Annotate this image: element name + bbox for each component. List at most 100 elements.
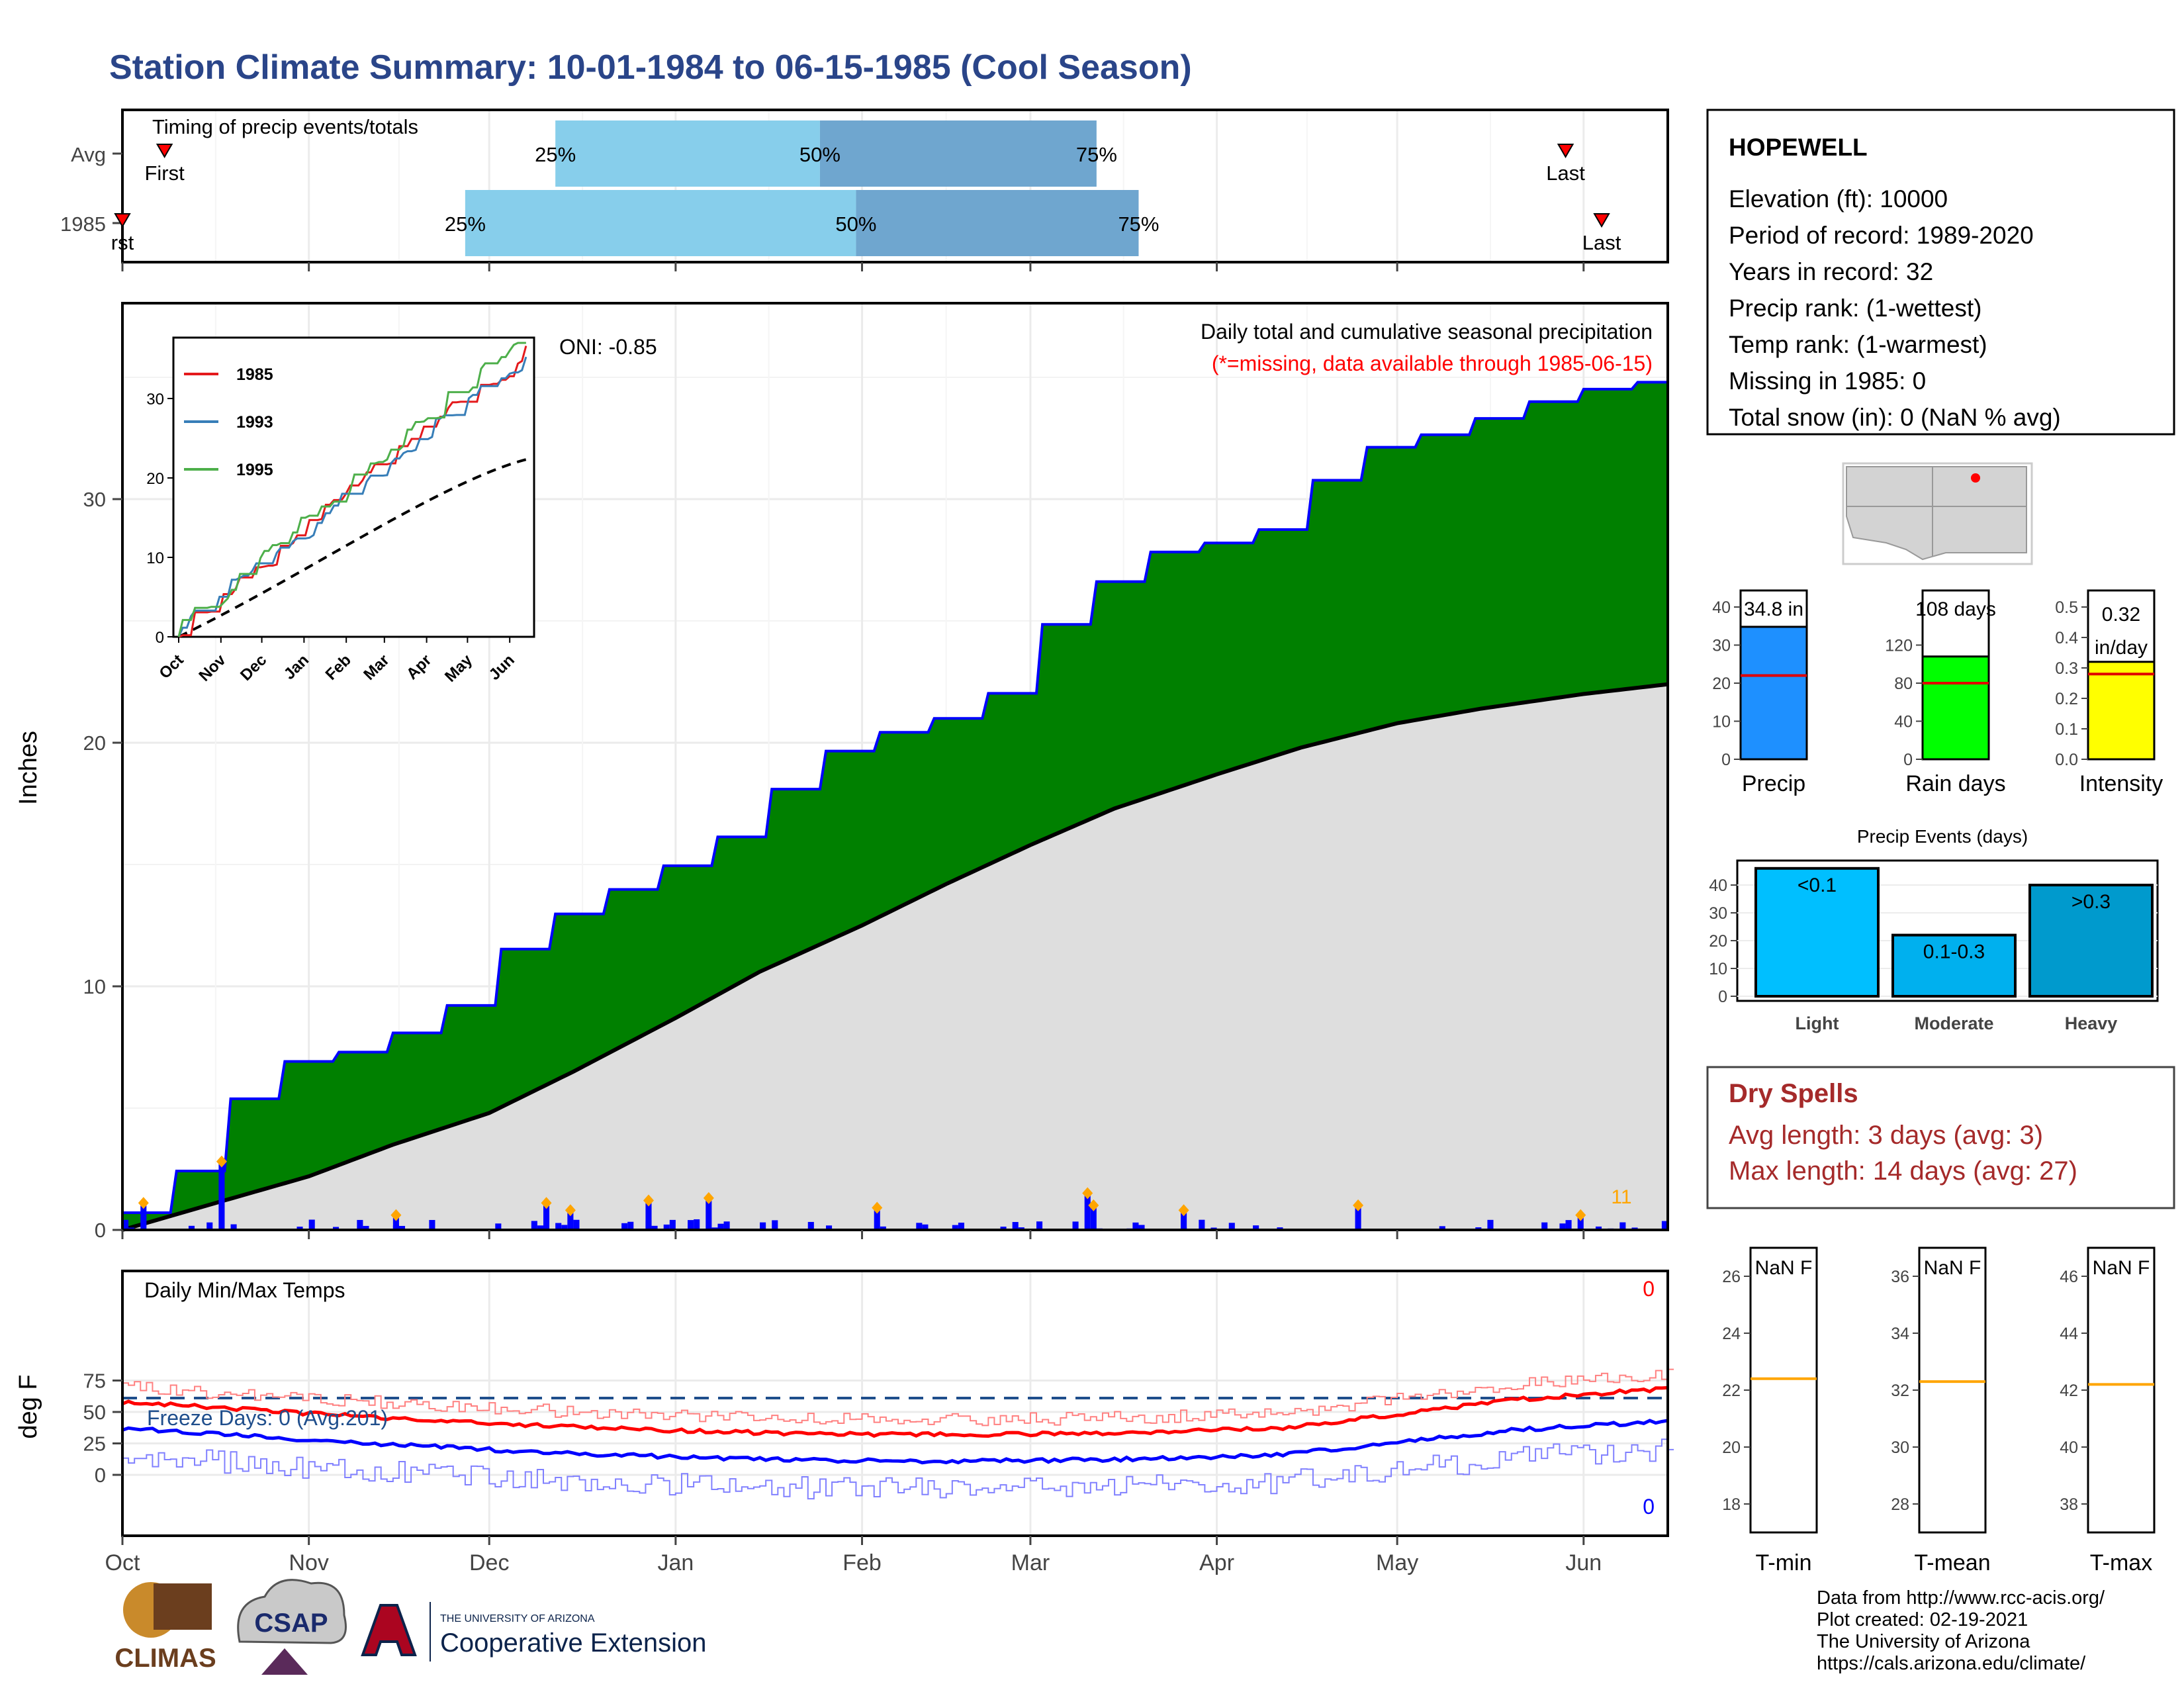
daily-precip-bar <box>1228 1223 1235 1230</box>
inset-ytick-label: 10 <box>146 549 164 567</box>
inset-legend-label: 1993 <box>236 413 273 432</box>
station-info-line: Period of record: 1989-2020 <box>1729 222 2034 249</box>
heavy-event-marker <box>643 1194 654 1207</box>
dry-spells-box: Dry Spells Avg length: 3 days (avg: 3) M… <box>1706 1066 2175 1209</box>
first-event-label: rst <box>111 231 134 254</box>
inset-ytick-label: 30 <box>146 391 164 408</box>
daily-precip-bar <box>1000 1227 1007 1230</box>
quartile-25-50-bar <box>555 120 820 187</box>
stat-ytick-label: 10 <box>1712 713 1731 731</box>
daily-precip-bar <box>688 1220 694 1230</box>
ua-big-text: Cooperative Extension <box>440 1628 706 1658</box>
events-bar <box>1891 933 2017 998</box>
dry-frame <box>1706 1066 2175 1209</box>
quartile-25-50-bar <box>465 190 856 256</box>
stat-ytick-label: 0.0 <box>2055 751 2078 769</box>
month-tick-label: Oct <box>105 1550 140 1575</box>
daily-precip-bar <box>1181 1213 1187 1230</box>
month-tick-label: Nov <box>289 1550 328 1575</box>
temp-frame <box>121 1270 1669 1537</box>
daily-precip-bar <box>308 1219 315 1230</box>
events-category-label: Light <box>1796 1013 1839 1033</box>
temp-box-value: NaN F <box>1755 1257 1813 1279</box>
precip-panel: 0 10 20 30 Daily total and cumulative seaso… <box>15 302 1669 1242</box>
heavy-event-marker <box>872 1201 883 1214</box>
ua-small-text: THE UNIVERSITY OF ARIZONA <box>440 1613 595 1624</box>
map-states <box>1846 466 2027 561</box>
temp-box-ytick-label: 28 <box>1891 1495 1909 1514</box>
daily-precip-bar <box>218 1164 225 1230</box>
daily-precip-bar <box>1355 1207 1361 1230</box>
heavy-event-marker <box>565 1204 576 1217</box>
station-frame <box>1706 109 2175 436</box>
stat-value-label: 34.8 in <box>1744 598 1803 620</box>
heavy-event-marker <box>1178 1204 1189 1217</box>
events-ytick-label: 20 <box>1709 932 1727 951</box>
month-tick-label: Jun <box>1565 1550 1602 1575</box>
heavy-event-marker <box>541 1197 552 1209</box>
month-tick-label: May <box>1376 1550 1418 1575</box>
station-name: HOPEWELL <box>1729 134 1868 161</box>
daily-precip-bar <box>1559 1223 1566 1230</box>
daily-precip-bar <box>188 1225 195 1230</box>
page-title: Station Climate Summary: 10-01-1984 to 0… <box>109 48 1192 87</box>
credit-line: The University of Arizona <box>1817 1631 2030 1652</box>
month-tick-label: Dec <box>469 1550 509 1575</box>
precip-frame <box>121 302 1669 1231</box>
temp-ylabel: deg F <box>15 1374 42 1438</box>
daily-precip-bar <box>398 1225 406 1230</box>
heavy-event-marker <box>390 1209 402 1221</box>
precip-ytick-label: 10 <box>83 975 106 998</box>
tmax-count: 0 <box>1643 1277 1655 1301</box>
events-category-label: Heavy <box>2065 1013 2118 1033</box>
daily-precip-bar <box>723 1221 730 1230</box>
daily-precip-bar <box>669 1219 676 1230</box>
daily-precip-bar <box>1595 1226 1602 1230</box>
daily-precip-bar <box>922 1224 929 1230</box>
heavy-event-marker <box>138 1197 149 1209</box>
inset-ytick-label: 0 <box>156 629 164 647</box>
temp-box-0: NaN F 18 20 22 24 26 T-min <box>1722 1246 1818 1575</box>
stat-ytick-label: 120 <box>1885 637 1913 655</box>
stat-label: Precip <box>1742 771 1805 796</box>
temp-box-ytick-label: 24 <box>1722 1325 1741 1343</box>
daily-precip-bar <box>206 1222 213 1230</box>
timing-panel: Avg 25% 50% 75% First Last 1985 25% 50% 75% rst Las… <box>60 109 1669 271</box>
dry-max-length: Max length: 14 days (avg: 27) <box>1729 1156 2077 1186</box>
heavy-event-marker <box>1082 1187 1093 1199</box>
daily-precip-bar <box>627 1221 634 1230</box>
stat-value-label: 0.32 <box>2102 604 2140 626</box>
tmax-line <box>122 1385 1668 1438</box>
daily-precip-bar <box>663 1224 670 1230</box>
temp-box-frame <box>2087 1246 2156 1534</box>
precip-ylabel: Inches <box>15 731 42 805</box>
precip-header: Daily total and cumulative seasonal prec… <box>1201 320 1653 344</box>
daily-precip-bar <box>1565 1220 1572 1230</box>
last-event-marker <box>1557 144 1574 158</box>
daily-precip-bar <box>1541 1222 1548 1230</box>
station-info-line: Precip rank: (1-wettest) <box>1729 295 1981 322</box>
temp-box-ytick-label: 32 <box>1891 1382 1909 1400</box>
heavy-event-marker <box>1575 1209 1586 1221</box>
tmin-line <box>122 1419 1668 1465</box>
daily-precip-bar <box>122 1219 129 1230</box>
tmax-extreme-line <box>122 1368 1674 1427</box>
csap-logo: CSAP <box>237 1579 347 1675</box>
temp-box-ytick-label: 34 <box>1891 1325 1909 1343</box>
temperature-panel: 0 25 50 75 Oct Nov Dec Jan Feb Mar Apr May Jun Dail… <box>15 1270 1674 1575</box>
first-event-marker <box>114 213 131 228</box>
daily-precip-bar <box>952 1225 958 1230</box>
inset-legend-label: 1995 <box>236 461 273 479</box>
daily-precip-bar <box>1138 1225 1145 1230</box>
daily-precip-bar <box>717 1223 724 1230</box>
stat-ytick-label: 30 <box>1712 637 1731 655</box>
month-tick-label: Mar <box>1011 1550 1050 1575</box>
precip-events-chart: Precip Events (days) 0 10 20 30 40 <0.1 Light 0… <box>1709 826 2159 1033</box>
stat-ytick-label: 0.3 <box>2055 659 2078 678</box>
daily-precip-bar <box>916 1223 923 1230</box>
quartile-50-75-bar <box>819 120 1097 187</box>
events-ytick-label: 30 <box>1709 904 1727 923</box>
daily-precip-bar <box>1253 1225 1259 1230</box>
